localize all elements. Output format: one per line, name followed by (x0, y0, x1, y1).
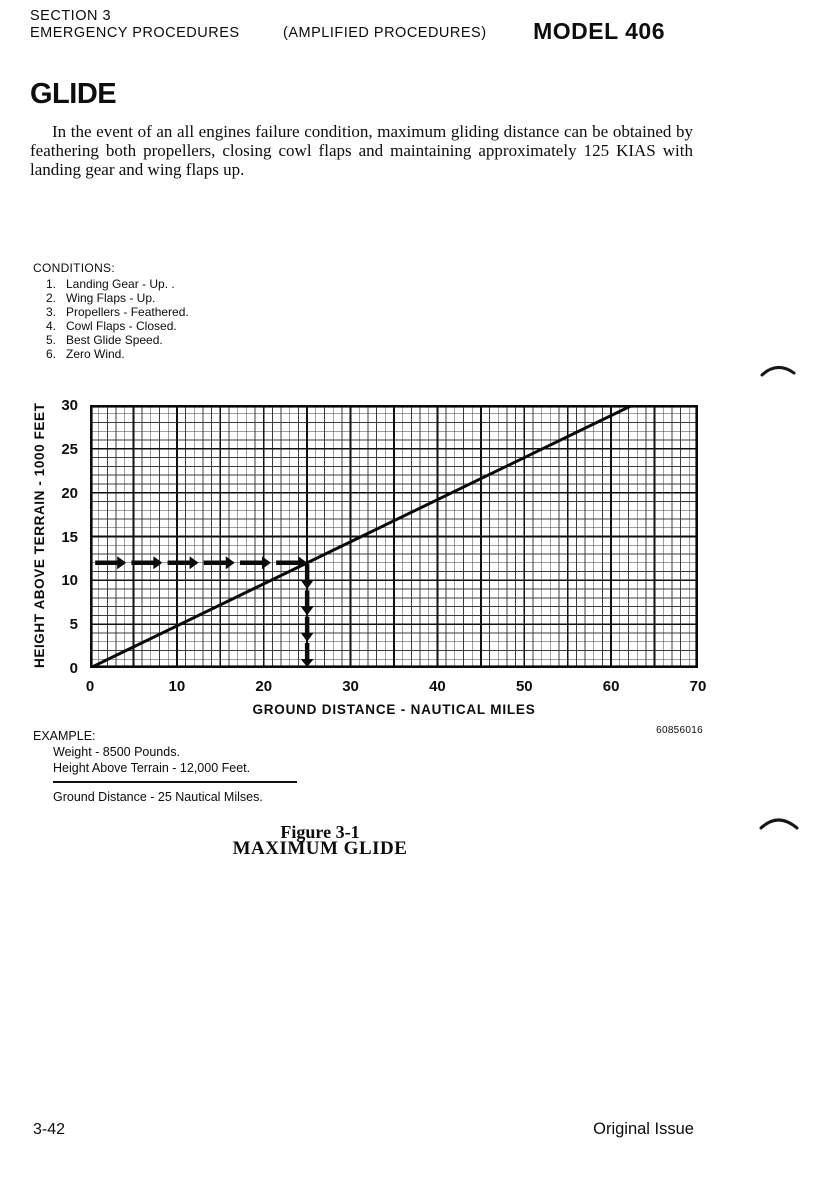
condition-text: Wing Flaps - Up. (66, 291, 156, 305)
example-dashed-path (95, 556, 314, 667)
example-line: Height Above Terrain - 12,000 Feet. (53, 761, 251, 775)
y-tick-label: 15 (61, 528, 78, 546)
condition-text: Landing Gear - Up. . (66, 277, 175, 291)
model-label: MODEL 406 (533, 18, 665, 44)
figure-title: MAXIMUM GLIDE (232, 838, 408, 859)
condition-number: 4. (45, 319, 56, 333)
condition-number: 6. (45, 347, 56, 361)
x-tick-label: 0 (85, 678, 95, 695)
glide-heading: GLIDE (30, 78, 117, 110)
x-tick-label: 60 (602, 678, 620, 695)
y-tick-label: 30 (61, 397, 78, 414)
condition-item: 2. Wing Flaps - Up. (33, 291, 333, 305)
amplified-procedures-label: (AMPLIFIED PROCEDURES) (283, 25, 487, 41)
condition-item: 1. Landing Gear - Up. . (33, 277, 333, 291)
condition-text: Zero Wind. (66, 347, 125, 361)
x-tick-label: 30 (342, 678, 359, 695)
conditions-block: CONDITIONS: 1. Landing Gear - Up. . 2. W… (33, 261, 333, 361)
glide-plot (90, 405, 698, 668)
figure-caption: Figure 3-1 MAXIMUM GLIDE (160, 822, 480, 859)
glide-line (90, 405, 634, 668)
condition-number: 2. (45, 291, 56, 305)
page-header: SECTION 3 EMERGENCY PROCEDURES (AMPLIFIE… (30, 8, 810, 48)
condition-number: 5. (45, 333, 56, 347)
example-heading: EXAMPLE: (33, 729, 96, 743)
x-tick-label: 20 (255, 678, 273, 695)
example-divider-line (53, 781, 297, 783)
figure-number: Figure 3-1 (280, 822, 360, 842)
y-tick-label: 5 (69, 616, 78, 634)
y-tick-label: 0 (69, 660, 78, 677)
issue-label: Original Issue (593, 1120, 694, 1138)
condition-text: Best Glide Speed. (66, 333, 163, 347)
page-curl-mark (760, 366, 796, 377)
condition-number: 3. (45, 305, 56, 319)
conditions-heading: CONDITIONS: (33, 261, 115, 275)
section-title: EMERGENCY PROCEDURES (30, 25, 240, 41)
x-axis-title: GROUND DISTANCE - NAUTICAL MILES (252, 702, 536, 717)
page-curl-mark (759, 818, 799, 830)
example-block: EXAMPLE: Weight - 8500 Pounds. Height Ab… (33, 729, 353, 814)
condition-item: 6. Zero Wind. (33, 347, 333, 361)
conditions-list: 1. Landing Gear - Up. . 2. Wing Flaps - … (33, 277, 333, 361)
x-tick-label: 50 (515, 678, 533, 695)
condition-text: Propellers - Feathered. (66, 305, 189, 319)
condition-number: 1. (45, 277, 56, 291)
maximum-glide-chart: HEIGHT ABOVE TERRAIN - 1000 FEET GROUND … (30, 395, 750, 760)
condition-text: Cowl Flaps - Closed. (66, 319, 177, 333)
page-number: 3-42 (33, 1121, 66, 1138)
example-line: Weight - 8500 Pounds. (53, 745, 180, 759)
drawing-number: 60856016 (656, 725, 703, 736)
example-result: Ground Distance - 25 Nautical Milses. (53, 790, 263, 804)
condition-item: 4. Cowl Flaps - Closed. (33, 319, 333, 333)
example-lines: Weight - 8500 Pounds. Height Above Terra… (53, 744, 250, 776)
condition-item: 3. Propellers - Feathered. (33, 305, 333, 319)
major-grid (90, 405, 698, 668)
plot-border (90, 405, 698, 668)
section-number: SECTION 3 (30, 8, 112, 24)
x-tick-label: 40 (429, 678, 446, 695)
y-tick-label: 20 (61, 484, 78, 502)
x-tick-label: 10 (168, 678, 186, 695)
y-tick-label: 10 (61, 572, 78, 590)
intro-paragraph: In the event of an all engines failure c… (30, 122, 693, 179)
y-tick-label: 25 (61, 440, 78, 458)
condition-item: 5. Best Glide Speed. (33, 333, 333, 347)
x-tick-label: 70 (689, 678, 707, 695)
